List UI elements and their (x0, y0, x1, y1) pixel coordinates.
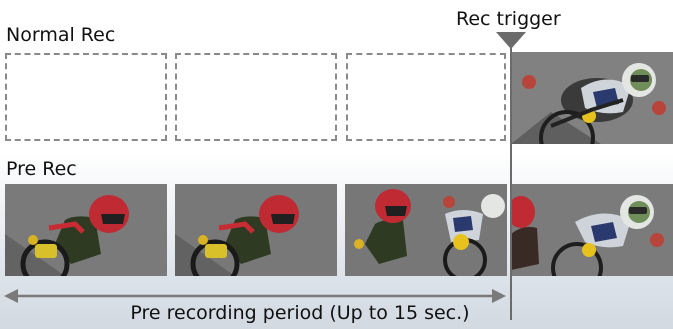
pre-rec-frame-image-4 (511, 184, 673, 276)
empty-frame-3 (346, 53, 506, 141)
rec-trigger-label: Rec trigger (456, 8, 561, 30)
pre-recording-period-arrow-icon (4, 289, 506, 303)
pre-rec-frame-image-1 (5, 184, 167, 276)
rec-trigger-marker-icon (496, 32, 526, 49)
empty-frame-2 (175, 53, 337, 141)
rec-trigger-line (510, 42, 512, 320)
normal-rec-label: Normal Rec (6, 24, 116, 46)
normal-rec-frame-image (511, 52, 673, 144)
pre-recording-period-label: Pre recording period (Up to 15 sec.) (130, 302, 470, 324)
empty-frame-1 (5, 53, 167, 141)
pre-rec-label: Pre Rec (6, 158, 77, 180)
pre-rec-frame-image-3 (345, 184, 507, 276)
pre-rec-frame-image-2 (175, 184, 337, 276)
